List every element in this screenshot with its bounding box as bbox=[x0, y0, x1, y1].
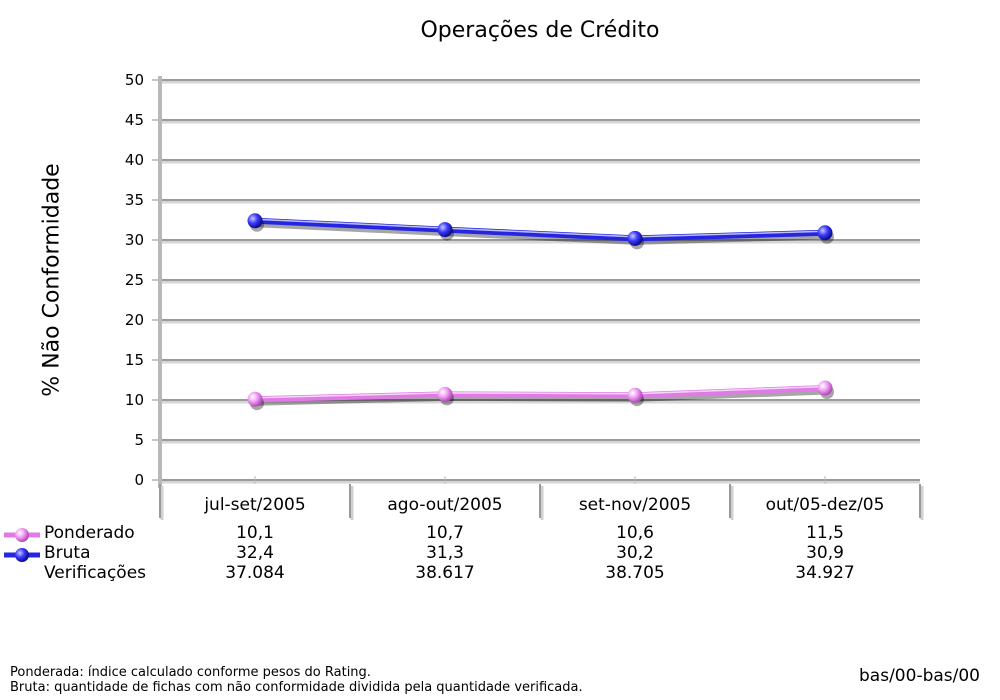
data-point-ponderado-2 bbox=[437, 386, 453, 402]
legend-marker-bruta-icon bbox=[4, 548, 40, 562]
data-point-bruta-3 bbox=[627, 230, 643, 246]
series-line-ponderado bbox=[254, 385, 826, 403]
y-tick-label-0: 0 bbox=[134, 471, 144, 489]
footer-code: bas/00-bas/00 bbox=[859, 666, 980, 686]
data-point-ponderado-1 bbox=[247, 391, 263, 407]
table-cell-ponderado-1: 10,1 bbox=[236, 523, 274, 543]
table-cell-bruta-1: 32,4 bbox=[236, 543, 274, 563]
data-point-ponderado-3 bbox=[627, 387, 643, 403]
data-point-bruta-1 bbox=[247, 213, 263, 229]
x-tick-label-1: jul-set/2005 bbox=[203, 495, 305, 515]
y-tick-label-45: 45 bbox=[125, 111, 144, 129]
x-tick-label-4: out/05-dez/05 bbox=[766, 495, 885, 515]
table-cell-ponderado-2: 10,7 bbox=[426, 523, 464, 543]
y-tick-label-30: 30 bbox=[125, 231, 144, 249]
y-tick-label-25: 25 bbox=[125, 271, 144, 289]
x-tick-label-2: ago-out/2005 bbox=[387, 495, 502, 515]
y-axis-label: % Não Conformidade bbox=[39, 163, 65, 397]
table-cell-verificacoes-4: 34.927 bbox=[795, 563, 855, 583]
series-line-bruta bbox=[254, 217, 826, 242]
row-label-verificacoes: Verificações bbox=[44, 563, 147, 583]
table-cell-verificacoes-2: 38.617 bbox=[415, 563, 475, 583]
data-point-bruta-2 bbox=[437, 222, 453, 238]
chart-title: Operações de Crédito bbox=[420, 18, 660, 43]
footnote-ponderada: Ponderada: índice calculado conforme pes… bbox=[10, 665, 371, 680]
table-cell-ponderado-4: 11,5 bbox=[806, 523, 844, 543]
y-tick-label-10: 10 bbox=[125, 391, 144, 409]
y-tick-label-5: 5 bbox=[134, 431, 144, 449]
footnote-bruta: Bruta: quantidade de fichas com não conf… bbox=[10, 680, 583, 695]
y-tick-label-15: 15 bbox=[125, 351, 144, 369]
y-tick-label-50: 50 bbox=[125, 71, 144, 89]
table-cell-verificacoes-3: 38.705 bbox=[605, 563, 665, 583]
data-point-ponderado-4 bbox=[817, 380, 833, 396]
table-cell-bruta-2: 31,3 bbox=[426, 543, 464, 563]
table-cell-ponderado-3: 10,6 bbox=[616, 523, 654, 543]
x-tick-label-3: set-nov/2005 bbox=[579, 495, 691, 515]
table-cell-bruta-4: 30,9 bbox=[806, 543, 844, 563]
y-tick-label-35: 35 bbox=[125, 191, 144, 209]
y-tick-label-20: 20 bbox=[125, 311, 144, 329]
legend-label-ponderado: Ponderado bbox=[44, 523, 135, 543]
table-cell-bruta-3: 30,2 bbox=[616, 543, 654, 563]
legend-label-bruta: Bruta bbox=[44, 543, 91, 563]
data-point-bruta-4 bbox=[817, 225, 833, 241]
legend-marker-ponderado-icon bbox=[4, 528, 40, 542]
y-tick-label-40: 40 bbox=[125, 151, 144, 169]
table-cell-verificacoes-1: 37.084 bbox=[225, 563, 285, 583]
